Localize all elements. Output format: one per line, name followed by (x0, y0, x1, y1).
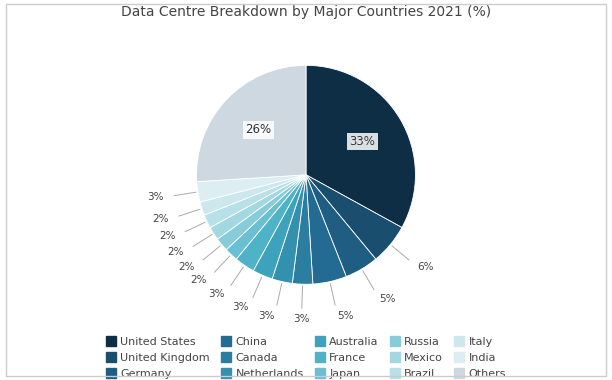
Text: 3%: 3% (293, 314, 310, 324)
Wedge shape (293, 175, 313, 284)
Wedge shape (236, 175, 306, 271)
Text: 26%: 26% (245, 124, 271, 136)
Legend: United States, United Kingdom, Germany, China, Canada, Netherlands, Australia, F: United States, United Kingdom, Germany, … (100, 331, 512, 380)
Title: Data Centre Breakdown by Major Countries 2021 (%): Data Centre Breakdown by Major Countries… (121, 5, 491, 19)
Wedge shape (272, 175, 306, 283)
Wedge shape (200, 175, 306, 215)
Text: 2%: 2% (178, 262, 195, 272)
Wedge shape (217, 175, 306, 250)
Text: 6%: 6% (417, 262, 434, 272)
Wedge shape (197, 175, 306, 202)
Wedge shape (306, 65, 416, 228)
Text: 3%: 3% (232, 302, 248, 312)
Text: 2%: 2% (159, 231, 175, 241)
Wedge shape (306, 175, 402, 259)
Wedge shape (226, 175, 306, 259)
Text: 2%: 2% (190, 275, 207, 285)
Wedge shape (210, 175, 306, 239)
Text: 5%: 5% (337, 311, 354, 321)
Text: 26%: 26% (246, 125, 271, 135)
Text: 2%: 2% (168, 247, 184, 257)
Text: 2%: 2% (152, 214, 169, 225)
Wedge shape (253, 175, 306, 279)
Text: 33%: 33% (349, 135, 375, 148)
Text: 3%: 3% (258, 311, 275, 321)
Text: 33%: 33% (350, 136, 375, 146)
Text: 5%: 5% (379, 294, 396, 304)
Wedge shape (204, 175, 306, 228)
Wedge shape (306, 175, 346, 284)
Wedge shape (196, 65, 306, 182)
Text: 3%: 3% (147, 192, 163, 203)
Text: 3%: 3% (208, 289, 225, 299)
Wedge shape (306, 175, 376, 277)
